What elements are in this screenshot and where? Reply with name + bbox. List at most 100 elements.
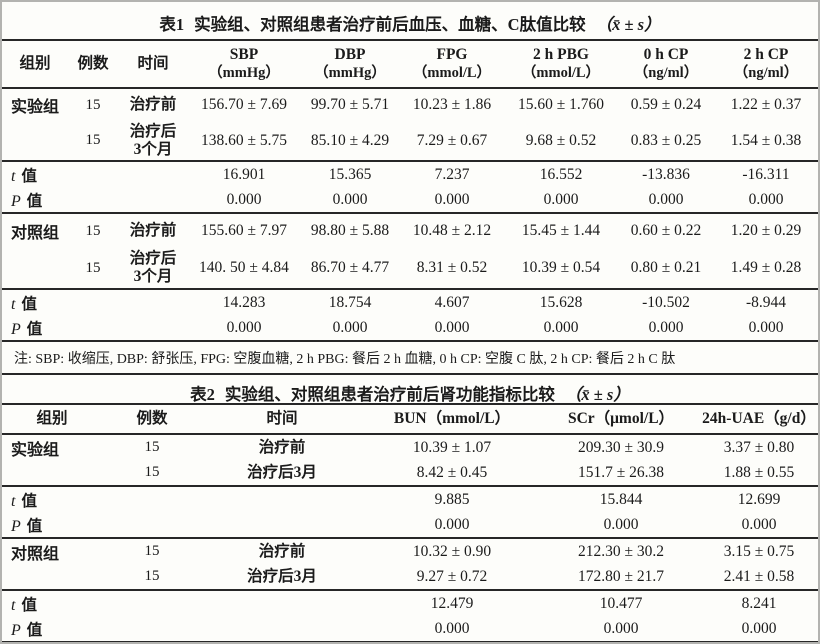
table2-caption-text: 实验组、对照组患者治疗前后肾功能指标比较 [224, 385, 555, 404]
table-row: 15 治疗后 3个月 138.60 ± 5.75 85.10 ± 4.29 7.… [2, 121, 818, 161]
cell-value: 0.59 ± 0.24 [630, 96, 702, 113]
cell-value: 156.70 ± 7.69 [200, 96, 287, 113]
time-label: 治疗前 [129, 96, 177, 114]
table1-header-0hcp: 0 h CP （ng/ml） [633, 46, 699, 81]
cell-value: 1.22 ± 0.37 [730, 96, 802, 113]
cell-value: 0.000 [603, 515, 639, 533]
cell-value: 10.39 ± 1.07 [412, 438, 492, 456]
table2-caption-stat: （x̄ ± s） [564, 385, 630, 404]
cell-value: 15.844 [599, 490, 643, 508]
cell-value: 0.000 [543, 190, 579, 208]
cell-value: 1.49 ± 0.28 [730, 259, 802, 276]
cell-value: -13.836 [642, 165, 690, 183]
table2-header-group: 组别 [36, 409, 68, 427]
table1-header-sbp: SBP （mmHg） [208, 46, 280, 81]
cell-value: 1.54 ± 0.38 [730, 131, 802, 149]
cell-value: 151.7 ± 26.38 [577, 463, 664, 481]
table-row: 对照组 15 治疗前 155.60 ± 7.97 98.80 ± 5.88 10… [2, 213, 818, 248]
cell-value: 0.000 [332, 318, 368, 336]
table1-footnote: 注: SBP: 收缩压, DBP: 舒张压, FPG: 空腹血糖, 2 h PB… [14, 351, 676, 367]
group-label [2, 121, 68, 161]
cell-value: 16.901 [222, 165, 266, 183]
cell-value: 1.20 ± 0.29 [730, 222, 802, 239]
table1-header-2hcp: 2 h CP （ng/ml） [733, 46, 799, 81]
table2-header-scr: SCr（μmol/L） [567, 409, 675, 427]
table2-caption: 表2 实验组、对照组患者治疗前后肾功能指标比较 （x̄ ± s） [2, 375, 818, 404]
table-row: 实验组 15 治疗前 10.39 ± 1.07 209.30 ± 30.9 3.… [2, 434, 818, 460]
cell-value: 99.70 ± 5.71 [310, 96, 390, 113]
table1: 组别 例数 时间 SBP （mmHg） DBP （mmHg） FPG （mmol… [2, 39, 818, 375]
cell-value: 0.000 [434, 515, 470, 533]
group-label: 对照组 [11, 225, 60, 242]
cell-value: 15.628 [539, 293, 583, 311]
case-count: 15 [144, 464, 160, 480]
cell-value: 12.479 [430, 594, 474, 612]
table1-header-group: 组别 [19, 54, 51, 72]
table1-caption: 表1 实验组、对照组患者治疗前后血压、血糖、C肽值比较 （x̄ ± s） [2, 2, 818, 39]
table1-header-dbp: DBP （mmHg） [314, 46, 386, 81]
cell-value: 0.000 [226, 190, 262, 208]
cell-value: 15.365 [328, 165, 372, 183]
table-row: 15 治疗后 3个月 140. 50 ± 4.84 86.70 ± 4.77 8… [2, 248, 818, 289]
cell-value: -8.944 [745, 293, 787, 311]
cell-value: 138.60 ± 5.75 [200, 131, 287, 149]
group-label: 对照组 [11, 545, 60, 563]
cell-value: 10.477 [599, 594, 643, 612]
table2-header-bun: BUN（mmol/L） [393, 409, 511, 427]
cell-value: 3.37 ± 0.80 [723, 438, 795, 456]
group-label: 实验组 [11, 441, 60, 459]
cell-value: 2.41 ± 0.58 [723, 567, 795, 585]
table1-header-time: 时间 [137, 54, 169, 72]
table2-header-time: 时间 [266, 409, 298, 427]
table-row: 对照组 15 治疗前 10.32 ± 0.90 212.30 ± 30.2 3.… [2, 538, 818, 564]
cell-value: 98.80 ± 5.88 [310, 222, 390, 239]
table1-footnote-row: 注: SBP: 收缩压, DBP: 舒张压, FPG: 空腹血糖, 2 h PB… [2, 341, 818, 374]
table2-caption-tag: 表2 [190, 385, 215, 404]
cell-value: 15.60 ± 1.760 [517, 96, 604, 113]
cell-value: 0.000 [226, 318, 262, 336]
cell-value: 155.60 ± 7.97 [200, 222, 287, 239]
cell-value: 8.241 [741, 594, 777, 612]
cell-value: 10.32 ± 0.90 [412, 542, 492, 560]
time-label: 治疗前 [129, 222, 177, 240]
cell-value: 212.30 ± 30.2 [577, 542, 664, 560]
cell-value: 0.000 [434, 619, 470, 637]
cell-value: -10.502 [642, 293, 690, 311]
time-label: 治疗前 [258, 542, 306, 560]
cell-value: 16.552 [539, 165, 583, 183]
cell-value: 0.000 [748, 318, 784, 336]
time-label: 治疗后3月 [247, 463, 317, 481]
cell-value: 8.31 ± 0.52 [416, 259, 488, 276]
cell-value: 0.000 [603, 619, 639, 637]
group-label [2, 460, 102, 486]
cell-value: 15.45 ± 1.44 [521, 222, 601, 239]
cell-value: 0.80 ± 0.21 [630, 259, 702, 276]
case-count: 15 [85, 222, 101, 239]
cell-value: 172.80 ± 21.7 [577, 567, 664, 585]
time-label: 治疗前 [258, 438, 306, 456]
table1-caption-tag: 表1 [159, 15, 185, 34]
case-count: 15 [85, 259, 101, 276]
table1-header-n: 例数 [77, 54, 109, 72]
cell-value: 1.88 ± 0.55 [723, 463, 795, 481]
cell-value: 0.000 [543, 318, 579, 336]
cell-value: 0.000 [741, 619, 777, 637]
table2: 组别 例数 时间 BUN（mmol/L） SCr（μmol/L） 24h-UAE… [2, 403, 818, 642]
cell-value: 9.27 ± 0.72 [416, 567, 488, 585]
group-label [2, 564, 102, 590]
cell-value: 0.000 [434, 190, 470, 208]
